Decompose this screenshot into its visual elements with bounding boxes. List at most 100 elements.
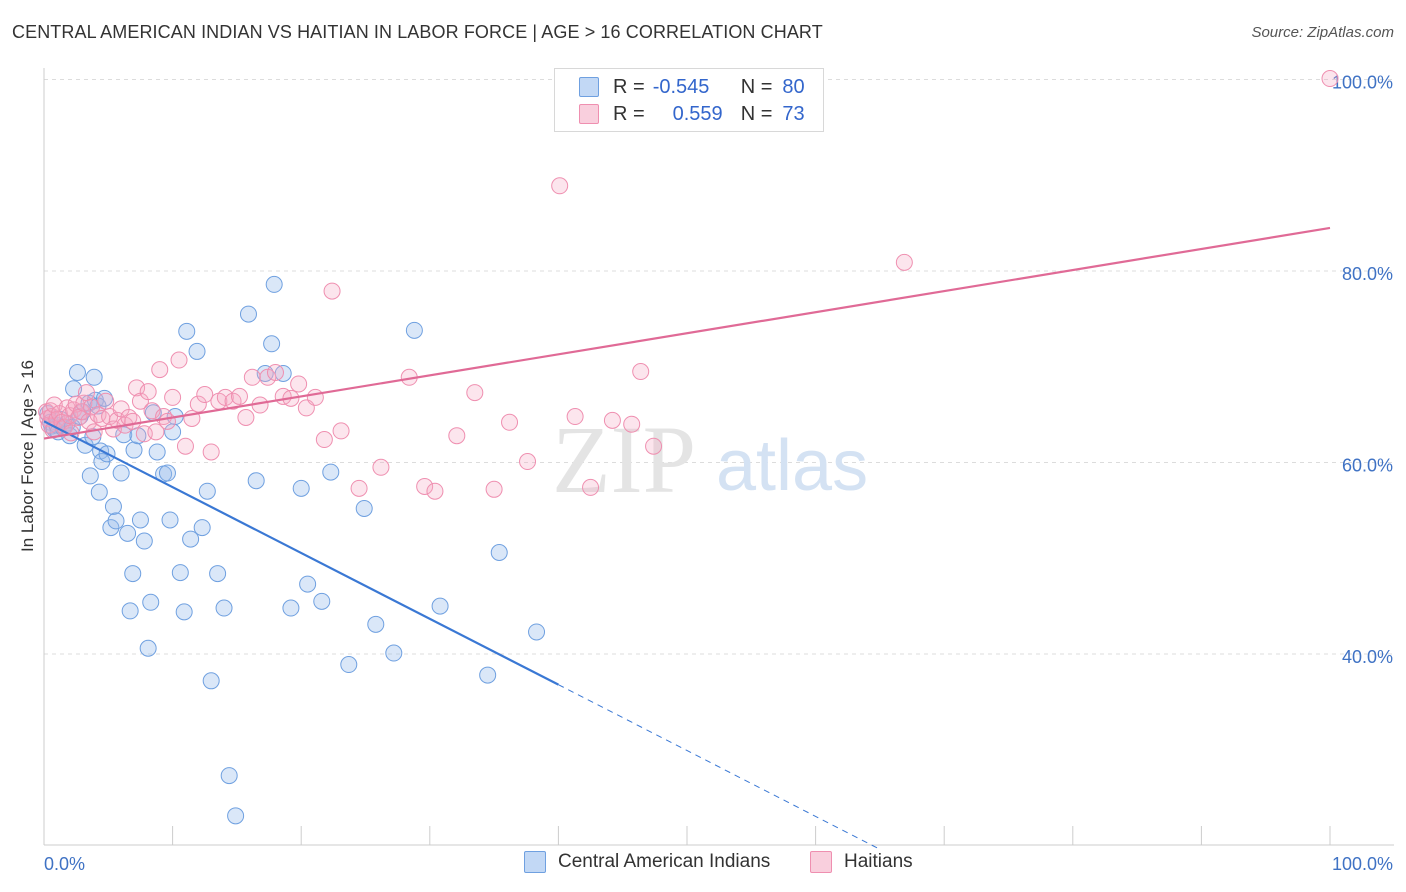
y-axis-label: In Labor Force | Age > 16 — [18, 359, 37, 553]
point-haitians — [189, 395, 207, 413]
point-haitians — [290, 375, 308, 393]
point-central-american-indians — [198, 482, 216, 500]
point-haitians — [603, 411, 621, 429]
x-tick-label-end: 100.0% — [1332, 854, 1393, 874]
legend-r-label: R = — [613, 102, 645, 125]
point-central-american-indians — [81, 467, 99, 485]
point-haitians — [623, 415, 641, 433]
trendline-haitians — [43, 226, 1331, 440]
point-central-american-indians — [158, 464, 176, 482]
x-tick-label-start: 0.0% — [44, 854, 85, 874]
point-central-american-indians — [282, 599, 300, 617]
point-central-american-indians — [175, 603, 193, 621]
bottom-legend-swatch-pink — [810, 851, 832, 873]
point-central-american-indians — [202, 672, 220, 690]
point-central-american-indians — [135, 532, 153, 550]
point-central-american-indians — [182, 530, 200, 548]
point-central-american-indians — [340, 656, 358, 674]
point-central-american-indians — [247, 472, 265, 490]
legend-row-haitians: R = 0.559 N = 73 — [579, 101, 805, 127]
legend-n-value: 73 — [782, 102, 805, 125]
point-central-american-indians — [125, 441, 143, 459]
legend-swatch-blue — [579, 77, 599, 97]
point-haitians — [485, 480, 503, 498]
y-tick-label: 40.0% — [1342, 647, 1393, 667]
y-tick-label: 60.0% — [1342, 456, 1393, 476]
point-haitians — [196, 386, 214, 404]
point-haitians — [124, 412, 142, 430]
bottom-legend-haitians: Haitians — [810, 851, 913, 873]
bottom-legend-central-american-indians: Central American Indians — [524, 851, 770, 873]
point-haitians — [416, 477, 434, 495]
point-central-american-indians — [220, 767, 238, 785]
point-haitians — [164, 388, 182, 406]
point-haitians — [266, 363, 284, 381]
point-haitians — [139, 383, 157, 401]
point-haitians — [501, 413, 519, 431]
point-central-american-indians — [178, 322, 196, 340]
point-haitians — [158, 412, 176, 430]
point-central-american-indians — [119, 524, 137, 542]
point-haitians — [170, 351, 188, 369]
point-central-american-indians — [161, 511, 179, 529]
point-haitians — [895, 253, 913, 271]
point-haitians — [566, 408, 584, 426]
point-haitians — [519, 453, 537, 471]
point-central-american-indians — [239, 305, 257, 323]
point-haitians — [551, 177, 569, 195]
watermark-atlas: atlas — [716, 426, 868, 506]
legend-n-value: 80 — [782, 75, 805, 98]
correlation-legend: R = -0.545 N = 80 R = 0.559 N = 73 — [554, 68, 824, 132]
point-haitians — [243, 368, 261, 386]
legend-r-label: R = — [613, 75, 645, 98]
point-central-american-indians — [405, 321, 423, 339]
point-central-american-indians — [112, 464, 130, 482]
point-haitians — [315, 431, 333, 449]
legend-r-value: 0.559 — [672, 102, 723, 125]
point-haitians — [426, 482, 444, 500]
bottom-legend-label: Central American Indians — [558, 851, 771, 872]
point-central-american-indians — [322, 463, 340, 481]
point-central-american-indians — [227, 807, 245, 825]
legend-r-value: -0.545 — [652, 75, 710, 98]
point-central-american-indians — [193, 519, 211, 537]
point-central-american-indians — [142, 593, 160, 611]
point-haitians — [350, 479, 368, 497]
point-central-american-indians — [265, 275, 283, 293]
point-haitians — [466, 384, 484, 402]
y-tick-label: 80.0% — [1342, 264, 1393, 284]
chart-source: Source: ZipAtlas.com — [1251, 24, 1394, 41]
point-central-american-indians — [263, 335, 281, 353]
trendline-central-american-indians — [43, 420, 559, 686]
point-central-american-indians — [292, 479, 310, 497]
point-central-american-indians — [299, 575, 317, 593]
point-haitians — [645, 437, 663, 455]
point-central-american-indians — [209, 565, 227, 583]
trendline-extension-central-american-indians — [558, 684, 881, 850]
point-haitians — [323, 282, 341, 300]
point-central-american-indians — [90, 483, 108, 501]
point-central-american-indians — [215, 599, 233, 617]
point-central-american-indians — [313, 592, 331, 610]
point-central-american-indians — [490, 544, 508, 562]
chart-title: CENTRAL AMERICAN INDIAN VS HAITIAN IN LA… — [12, 22, 823, 42]
point-central-american-indians — [528, 623, 546, 641]
point-haitians — [216, 388, 234, 406]
point-central-american-indians — [148, 443, 166, 461]
point-haitians — [230, 387, 248, 405]
point-haitians — [80, 412, 98, 430]
point-haitians — [448, 427, 466, 445]
point-haitians — [1321, 70, 1339, 88]
point-haitians — [306, 388, 324, 406]
point-haitians — [77, 384, 95, 402]
point-haitians — [332, 422, 350, 440]
point-central-american-indians — [68, 363, 86, 381]
point-central-american-indians — [95, 389, 113, 407]
point-haitians — [147, 423, 165, 441]
point-central-american-indians — [171, 564, 189, 582]
point-haitians — [75, 394, 93, 412]
point-haitians — [237, 408, 255, 426]
bottom-legend-label: Haitians — [844, 851, 913, 872]
legend-n-label: N = — [740, 102, 773, 125]
